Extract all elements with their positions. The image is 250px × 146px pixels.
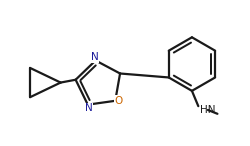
Text: N: N: [85, 103, 93, 113]
Text: N: N: [91, 52, 99, 62]
Text: HN: HN: [200, 105, 216, 115]
Text: O: O: [114, 96, 122, 106]
